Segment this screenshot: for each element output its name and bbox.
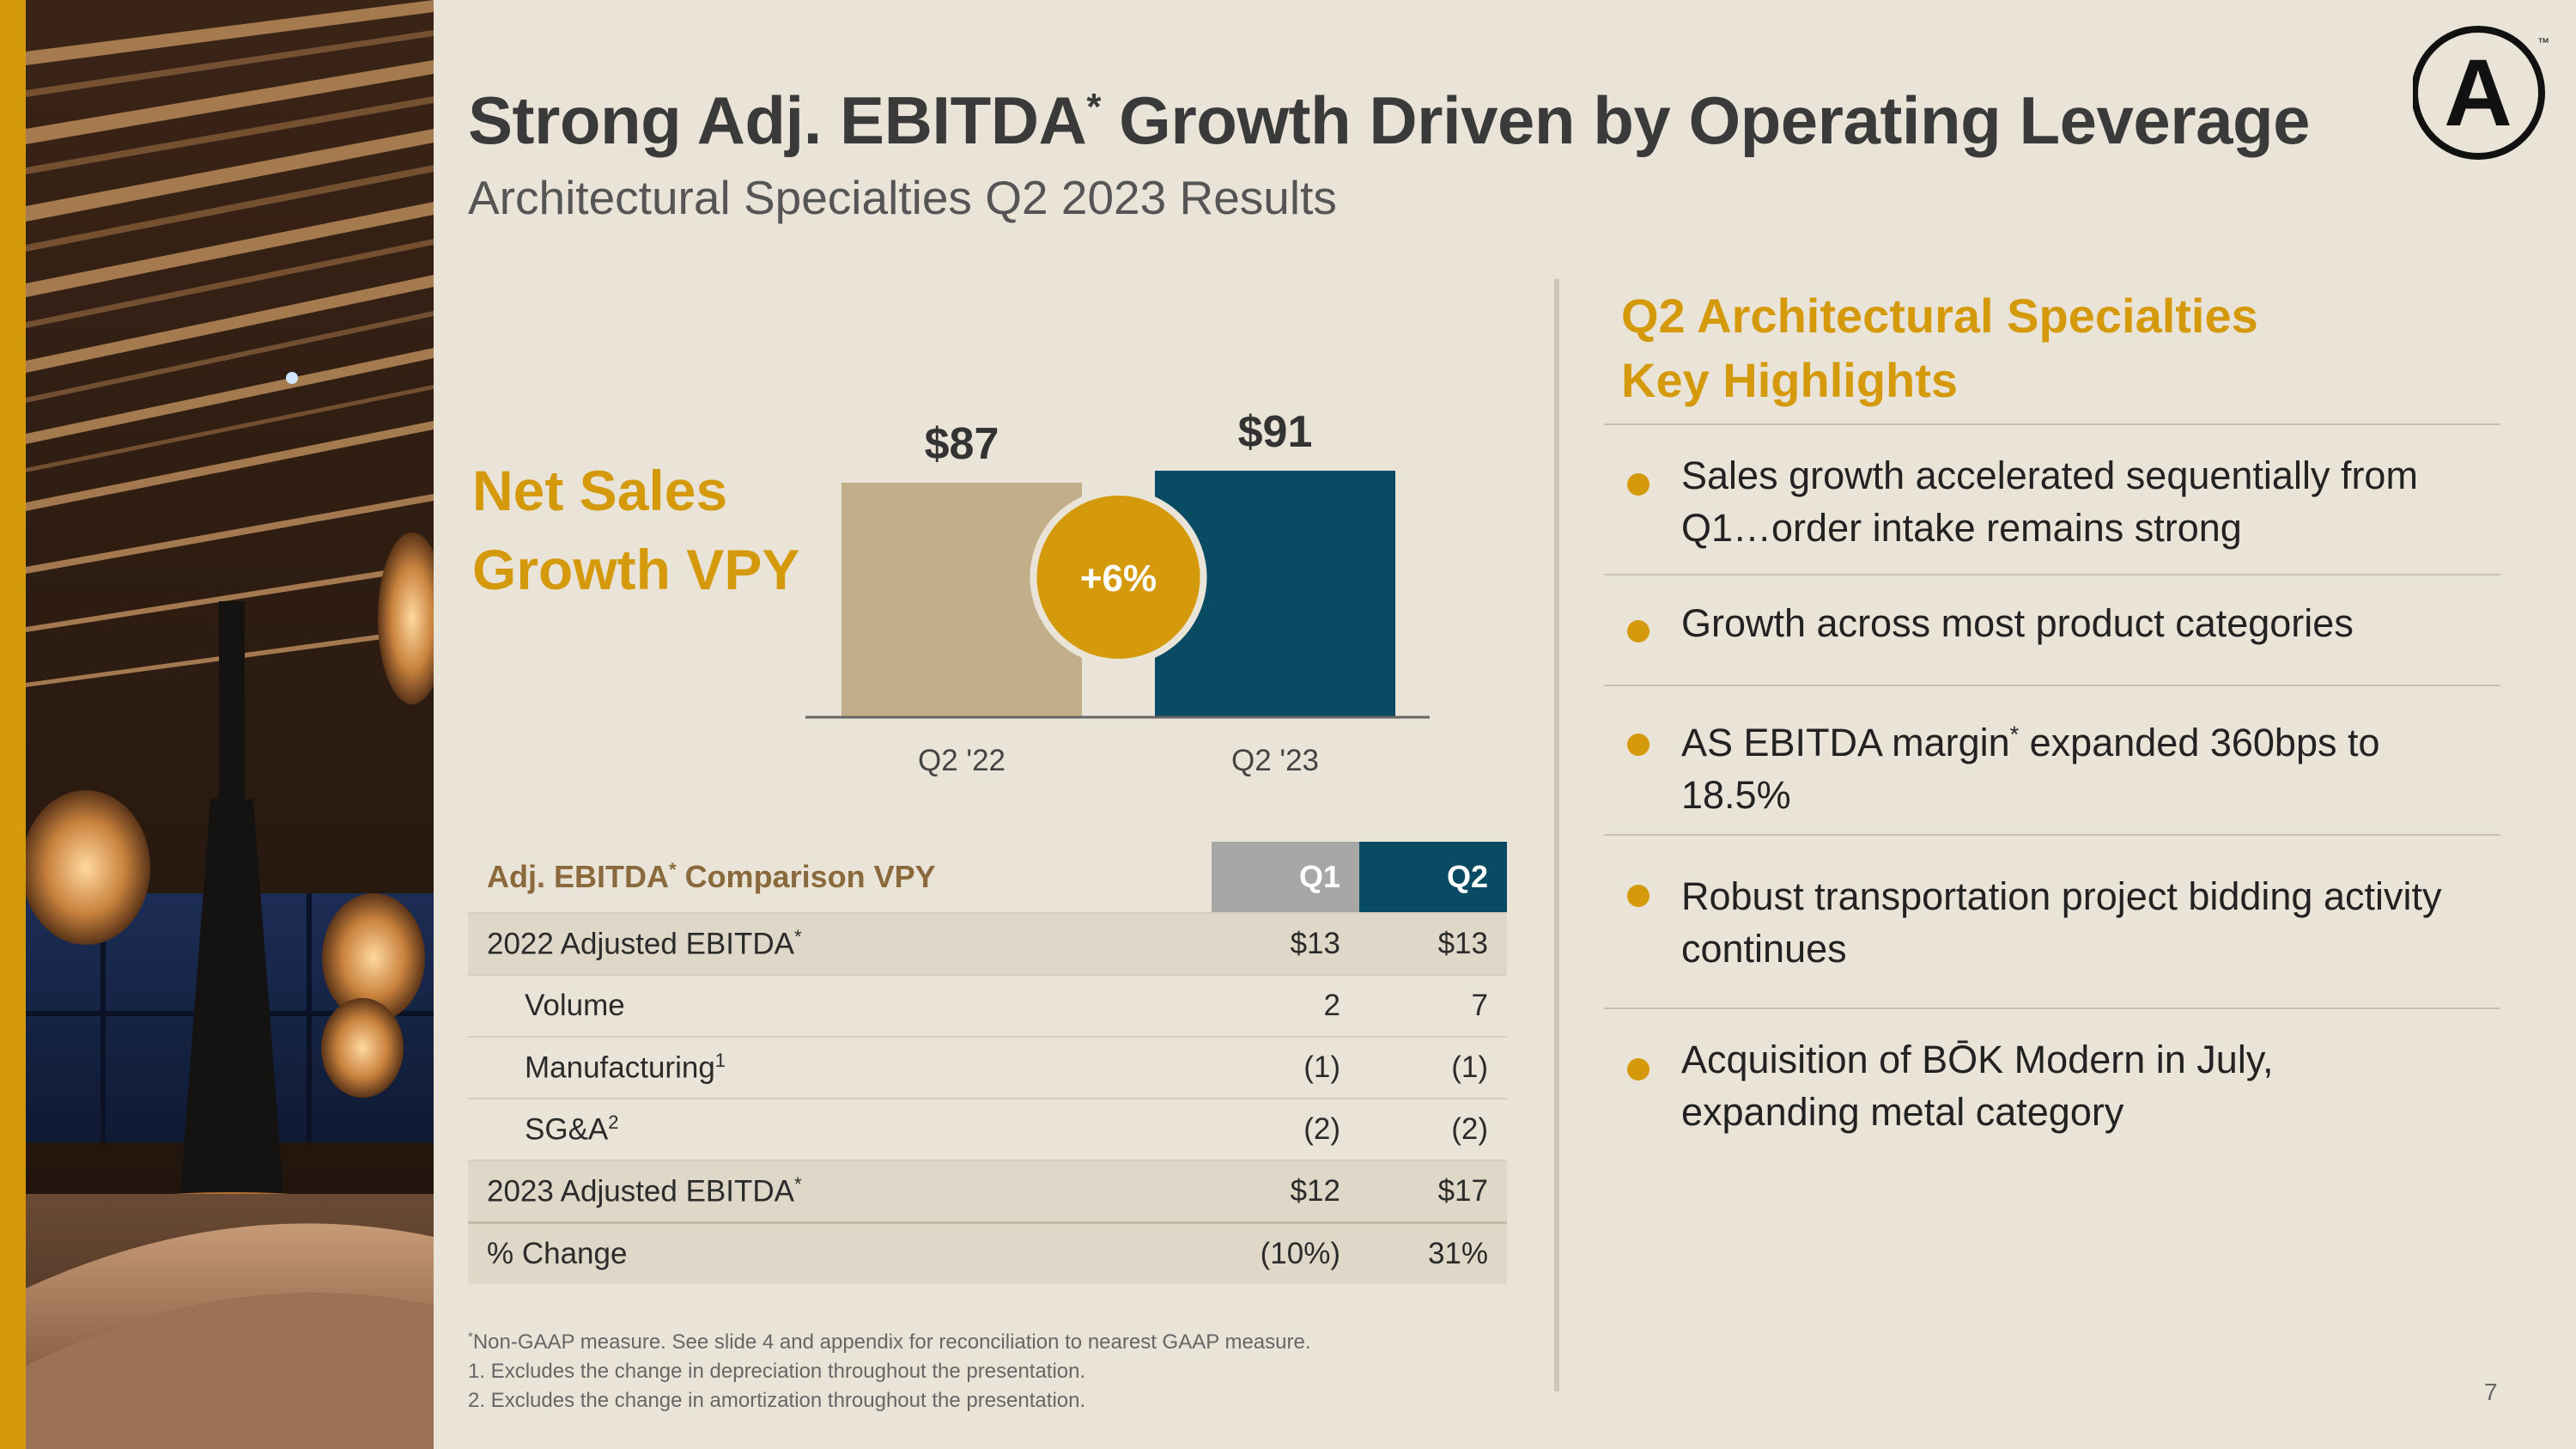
growth-badge-label: +6% — [1080, 557, 1157, 600]
footnote-non-gaap: *Non-GAAP measure. See slide 4 and appen… — [468, 1330, 1311, 1354]
gold-accent-strip — [0, 0, 26, 1449]
row-label: Manufacturing1 — [468, 1036, 1212, 1099]
value-label-1: $91 — [1238, 407, 1313, 457]
logo-trademark: ™ — [2537, 35, 2549, 49]
table-header-row: Adj. EBITDA* Comparison VPY Q1 Q2 — [468, 842, 1507, 913]
adj-ebitda-comparison-table: Adj. EBITDA* Comparison VPY Q1 Q2 2022 A… — [468, 842, 1507, 1284]
bullet-icon — [1627, 1058, 1649, 1081]
row-q2-value: $13 — [1359, 912, 1507, 975]
net-sales-heading-line1: Net Sales — [472, 459, 728, 522]
net-sales-bar-chart: $87 Q2 '22 $91 Q2 '23 +6% — [799, 344, 1434, 790]
slide-subtitle: Architectural Specialties Q2 2023 Result… — [468, 171, 1337, 224]
bullet-icon — [1627, 734, 1649, 756]
highlight-text: Acquisition of BŌK Modern in July, expan… — [1681, 1038, 2274, 1134]
slide-title: Strong Adj. EBITDA* Growth Driven by Ope… — [468, 82, 2311, 158]
table-row: 2022 Adjusted EBITDA* $13 $13 — [468, 912, 1507, 975]
row-q1-value: (2) — [1212, 1098, 1359, 1160]
armstrong-a-logo-icon: A ™ — [2411, 21, 2552, 160]
highlight-item: Sales growth accelerated sequentially fr… — [1604, 425, 2500, 575]
bullet-icon — [1627, 885, 1649, 907]
column-header-q2: Q2 — [1359, 842, 1507, 913]
row-q1-value: (1) — [1212, 1036, 1359, 1099]
bullet-icon — [1627, 473, 1649, 496]
table-header-label: Adj. EBITDA* Comparison VPY — [487, 859, 936, 894]
highlight-text: Robust transportation project bidding ac… — [1681, 874, 2442, 971]
category-label-1: Q2 '23 — [1231, 744, 1319, 777]
column-header-q1: Q1 — [1212, 842, 1359, 913]
table-row: 2023 Adjusted EBITDA* $12 $17 — [468, 1160, 1507, 1224]
row-q1-value: (10%) — [1212, 1222, 1359, 1284]
row-q2-value: $17 — [1359, 1160, 1507, 1224]
highlight-item: AS EBITDA margin* expanded 360bps to 18.… — [1604, 686, 2500, 836]
row-label: SG&A2 — [468, 1098, 1212, 1160]
interior-photo — [26, 0, 434, 1449]
value-label-0: $87 — [925, 419, 999, 469]
category-label-0: Q2 '22 — [918, 744, 1005, 777]
table-row: SG&A2 (2) (2) — [468, 1098, 1507, 1160]
highlight-text: Sales growth accelerated sequentially fr… — [1681, 454, 2418, 550]
highlights-title-line2: Key Highlights — [1621, 353, 1959, 407]
growth-badge — [1036, 496, 1200, 659]
row-q1-value: $12 — [1212, 1160, 1359, 1224]
highlights-title-line1: Q2 Architectural Specialties — [1621, 289, 2258, 343]
highlight-item: Growth across most product categories — [1604, 575, 2500, 686]
row-q2-value: (1) — [1359, 1036, 1507, 1099]
net-sales-heading: Net Sales Growth VPY — [472, 451, 799, 609]
net-sales-heading-line2: Growth VPY — [472, 538, 800, 601]
row-q1-value: $13 — [1212, 912, 1359, 975]
row-label: % Change — [468, 1222, 1212, 1284]
table-row: Volume 2 7 — [468, 974, 1507, 1037]
highlights-rule — [1604, 423, 2500, 425]
page-number: 7 — [2484, 1379, 2498, 1405]
row-label: 2022 Adjusted EBITDA* — [468, 912, 1212, 975]
highlight-item: Robust transportation project bidding ac… — [1604, 836, 2500, 1009]
highlight-text: Growth across most product categories — [1681, 601, 2354, 645]
highlight-item: Acquisition of BŌK Modern in July, expan… — [1604, 1009, 2500, 1164]
row-q1-value: 2 — [1212, 974, 1359, 1037]
row-q2-value: 31% — [1359, 1222, 1507, 1284]
highlight-text: AS EBITDA margin* expanded 360bps to 18.… — [1681, 721, 2380, 817]
footnotes: *Non-GAAP measure. See slide 4 and appen… — [468, 1323, 1311, 1416]
footnote-1: 1. Excludes the change in depreciation t… — [468, 1360, 1086, 1383]
row-q2-value: (2) — [1359, 1098, 1507, 1160]
logo-letter: A — [2444, 40, 2512, 146]
bullet-icon — [1627, 620, 1649, 642]
highlights-title: Q2 Architectural Specialties Key Highlig… — [1621, 283, 2258, 412]
table-row: Manufacturing1 (1) (1) — [468, 1036, 1507, 1099]
row-label: 2023 Adjusted EBITDA* — [468, 1160, 1212, 1224]
row-label: Volume — [468, 974, 1212, 1037]
footnote-2: 2. Excludes the change in amortization t… — [468, 1389, 1086, 1412]
table-row: % Change (10%) 31% — [468, 1222, 1507, 1284]
vertical-divider — [1554, 279, 1559, 1391]
row-q2-value: 7 — [1359, 974, 1507, 1037]
